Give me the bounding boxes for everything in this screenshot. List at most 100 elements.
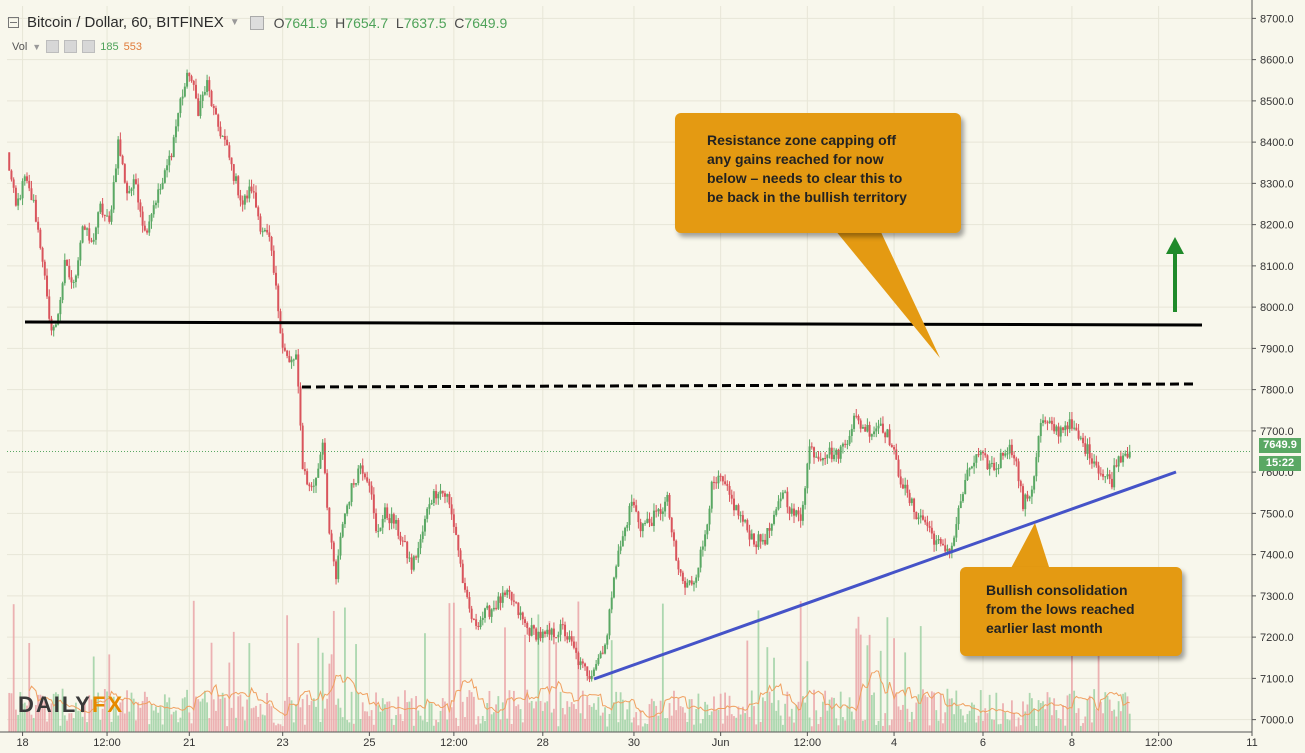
volume-bar xyxy=(548,620,551,732)
candle-body xyxy=(219,126,222,137)
eye-icon[interactable] xyxy=(46,40,60,53)
volume-bar xyxy=(579,713,582,732)
candle-body xyxy=(808,446,811,464)
candle-body xyxy=(777,501,780,510)
candle-body xyxy=(88,228,91,241)
volume-bar xyxy=(277,723,280,732)
candle-body xyxy=(97,212,100,228)
candle-body xyxy=(537,631,540,640)
volume-bar xyxy=(761,697,764,732)
support-callout[interactable]: Bullish consolidation from the lows reac… xyxy=(960,567,1182,656)
callout-line: be back in the bullish territory xyxy=(707,189,907,205)
candle-body xyxy=(546,629,549,634)
candle-body xyxy=(390,514,393,524)
volume-bar xyxy=(408,701,411,732)
candle-body xyxy=(1119,456,1122,463)
drawings[interactable] xyxy=(7,230,1252,681)
volume-bar xyxy=(321,652,324,732)
gear-icon[interactable] xyxy=(64,40,78,53)
volume-bar xyxy=(150,704,153,732)
volume-label[interactable]: Vol xyxy=(12,40,28,53)
candle-body xyxy=(410,557,413,570)
volume-bar xyxy=(75,702,77,732)
candle-body xyxy=(326,473,329,508)
volume-bar xyxy=(432,725,435,732)
chevron-down-icon[interactable]: ▼ xyxy=(229,17,240,28)
candle-body xyxy=(377,530,380,532)
candle-body xyxy=(1122,455,1125,463)
candle-body xyxy=(1102,473,1105,477)
volume-bar xyxy=(68,713,71,732)
candle-body xyxy=(984,453,987,456)
volume-bar xyxy=(541,711,544,732)
candle-body xyxy=(386,507,389,519)
support-trendline[interactable] xyxy=(593,470,1177,681)
volume-bar xyxy=(939,694,942,732)
candle-body xyxy=(939,538,942,544)
resistance-line[interactable] xyxy=(24,320,1203,327)
candle-body xyxy=(732,498,735,511)
settings-icon[interactable] xyxy=(249,15,264,30)
candle-body xyxy=(739,515,742,517)
volume-bar xyxy=(77,710,80,732)
candle-body xyxy=(632,501,635,506)
candle-body xyxy=(577,652,580,666)
candle-body xyxy=(750,533,753,540)
price-tick-label: 8600.0 xyxy=(1260,55,1294,67)
volume-bar xyxy=(335,704,337,732)
volume-bar xyxy=(421,720,424,732)
volume-bar xyxy=(713,696,715,732)
candle-body xyxy=(1015,458,1018,462)
resistance-callout[interactable]: Resistance zone capping off any gains re… xyxy=(675,113,961,233)
chevron-down-icon[interactable]: ▼ xyxy=(32,41,42,52)
candle-body xyxy=(457,534,460,551)
candle-body xyxy=(544,631,547,634)
volume-bar xyxy=(1071,608,1073,732)
candle-body xyxy=(781,492,784,499)
candle-body xyxy=(479,619,482,628)
volume-bar xyxy=(26,705,28,732)
candle-body xyxy=(270,236,273,251)
volume-bar xyxy=(183,697,186,732)
collapse-icon[interactable] xyxy=(8,17,19,28)
price-tick-label: 7900.0 xyxy=(1260,343,1294,355)
candle-body xyxy=(206,80,209,92)
volume-bar xyxy=(626,709,629,732)
volume-bar xyxy=(537,614,540,732)
candle-body xyxy=(770,523,773,531)
volume-bar xyxy=(697,693,700,732)
close-icon[interactable] xyxy=(82,40,96,53)
candle-body xyxy=(635,505,638,512)
ohlc-readout: O7641.9 H7654.7 L7637.5 C7649.9 xyxy=(273,14,508,31)
price-tick-label: 8100.0 xyxy=(1260,261,1294,273)
resistance-dashed-line[interactable] xyxy=(301,382,1197,389)
candle-body xyxy=(944,545,947,552)
candle-body xyxy=(724,481,727,484)
candle-body xyxy=(1062,427,1065,431)
candle-body xyxy=(174,126,177,138)
volume-bar xyxy=(1128,713,1131,732)
candle-body xyxy=(443,493,446,497)
candle-body xyxy=(288,355,291,363)
volume-bar xyxy=(177,722,180,732)
volume-bar xyxy=(186,689,188,732)
volume-bar xyxy=(486,703,489,732)
candle-body xyxy=(815,456,818,458)
candle-body xyxy=(379,527,382,531)
symbol-title[interactable]: Bitcoin / Dollar, 60, BITFINEX xyxy=(27,14,224,31)
volume-bar xyxy=(870,695,873,732)
volume-bar xyxy=(1057,718,1060,732)
candle-body xyxy=(10,170,13,180)
countdown-tag: 15:22 xyxy=(1259,456,1301,471)
candle-body xyxy=(415,556,418,558)
candle-body xyxy=(830,447,833,460)
volume-bar xyxy=(192,600,195,732)
volume-bar xyxy=(686,721,689,732)
volume-bar xyxy=(833,697,835,732)
candle-body xyxy=(761,539,764,542)
candle-body xyxy=(14,187,17,206)
candle-body xyxy=(804,488,807,505)
candle-body xyxy=(561,624,564,626)
